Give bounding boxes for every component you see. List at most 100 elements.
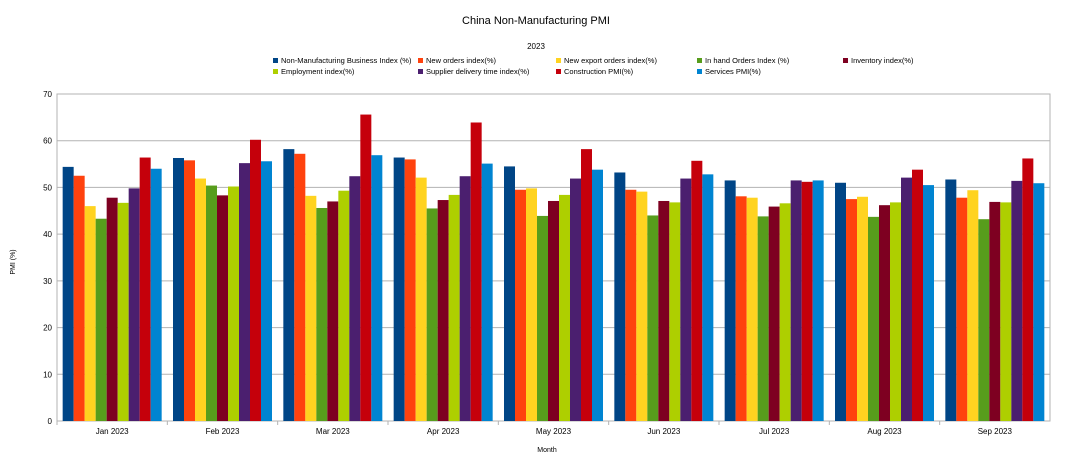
x-axis-label: Month [537, 447, 557, 454]
y-tick-label: 0 [48, 417, 53, 426]
legend-swatch [697, 58, 702, 63]
legend-label: Non-Manufacturing Business Index (%) [281, 56, 412, 65]
bar [768, 206, 780, 421]
bar [250, 139, 261, 421]
legend-label: New orders index(%) [426, 56, 497, 65]
bar [559, 194, 570, 421]
bar [636, 191, 648, 421]
bar [459, 176, 471, 421]
legend-swatch [418, 58, 423, 63]
y-tick-label: 50 [43, 183, 52, 192]
bar [945, 179, 957, 421]
bar [757, 216, 769, 421]
bar [581, 149, 592, 421]
bar [106, 197, 118, 421]
legend-label: New export orders index(%) [564, 56, 657, 65]
legend-swatch [418, 69, 423, 74]
bar [239, 163, 250, 421]
bar [857, 196, 868, 421]
bar [1000, 202, 1012, 421]
x-tick-label: Apr 2023 [427, 427, 460, 436]
bar [448, 194, 460, 421]
bars [62, 114, 1045, 422]
legend-swatch [843, 58, 848, 63]
bar [426, 208, 438, 421]
bar [956, 197, 968, 421]
bar [691, 160, 703, 421]
bar [139, 157, 151, 421]
bar [84, 206, 96, 421]
bar [669, 202, 681, 421]
bar [526, 188, 537, 421]
bar [437, 200, 449, 421]
legend-swatch [273, 58, 278, 63]
bar [393, 157, 405, 421]
x-tick-label: Jun 2023 [647, 427, 680, 436]
bar [184, 160, 195, 421]
bar [62, 166, 74, 421]
legend-swatch [273, 69, 278, 74]
bar [890, 202, 901, 421]
bar [846, 199, 857, 421]
bar [812, 180, 824, 421]
y-tick-label: 70 [43, 90, 52, 99]
y-tick-label: 30 [43, 277, 52, 286]
bar [658, 200, 670, 421]
bar [515, 189, 526, 421]
y-axis-label: PMI (%) [10, 249, 17, 274]
x-tick-label: Aug 2023 [867, 427, 902, 436]
bar [625, 189, 637, 421]
x-tick-label: May 2023 [536, 427, 572, 436]
bar [735, 196, 747, 421]
bar [879, 205, 890, 421]
bar [790, 180, 802, 421]
bar [537, 215, 548, 421]
bar [746, 197, 758, 421]
bar [1033, 183, 1045, 421]
bar [647, 215, 659, 421]
bar [415, 177, 427, 421]
y-tick-label: 20 [43, 324, 52, 333]
bar [548, 200, 559, 421]
bar [978, 219, 990, 421]
y-tick-label: 40 [43, 230, 52, 239]
x-tick-label: Mar 2023 [316, 427, 350, 436]
bar [868, 216, 879, 421]
legend-label: Supplier delivery time index(%) [426, 67, 530, 76]
bar [1011, 180, 1023, 421]
bar [349, 176, 361, 421]
bar [702, 174, 714, 421]
bar [779, 203, 791, 421]
bar [95, 218, 107, 421]
legend-label: Construction PMI(%) [564, 67, 634, 76]
bar [73, 175, 85, 421]
bar [835, 182, 846, 421]
bar [206, 185, 217, 421]
x-tick-label: Jan 2023 [96, 427, 129, 436]
chart-title: China Non-Manufacturing PMI [462, 15, 610, 27]
bar [570, 178, 581, 421]
legend-label: Employment index(%) [281, 67, 355, 76]
bar [128, 188, 140, 421]
x-tick-label: Sep 2023 [978, 427, 1013, 436]
legend: Non-Manufacturing Business Index (%) New … [273, 56, 914, 76]
bar [371, 155, 383, 421]
bar [150, 168, 162, 421]
bar [680, 178, 692, 421]
bar [504, 166, 515, 421]
chart-subtitle: 2023 [527, 42, 545, 51]
y-tick-label: 10 [43, 370, 52, 379]
bar [117, 202, 129, 421]
x-tick-label: Feb 2023 [206, 427, 240, 436]
y-tick-label: 60 [43, 137, 52, 146]
bar [195, 178, 206, 421]
bar [360, 114, 372, 421]
bar [327, 201, 339, 421]
legend-swatch [697, 69, 702, 74]
bar [592, 169, 603, 421]
bar [305, 195, 317, 421]
bar [316, 207, 328, 421]
bar [481, 163, 493, 421]
legend-label: Services PMI(%) [705, 67, 761, 76]
